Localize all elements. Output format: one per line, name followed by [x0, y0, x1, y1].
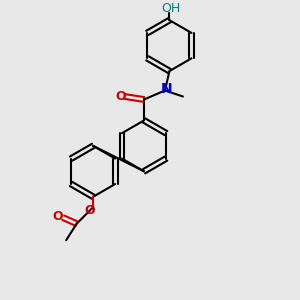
- Text: O: O: [84, 204, 95, 217]
- Text: N: N: [160, 82, 172, 96]
- Text: OH: OH: [161, 2, 181, 15]
- Text: O: O: [116, 90, 126, 103]
- Text: O: O: [52, 210, 63, 223]
